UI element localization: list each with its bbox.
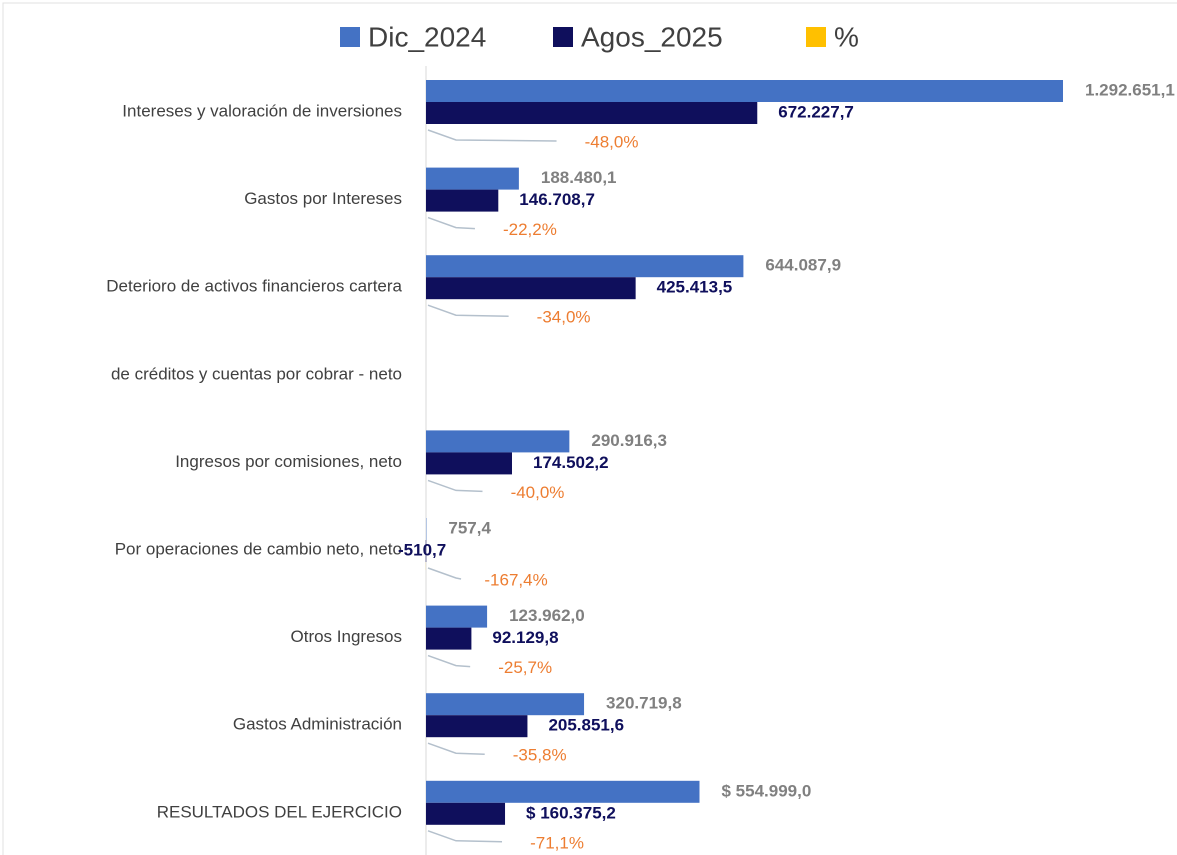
- legend-swatch: [806, 27, 826, 47]
- value-label: 205.851,6: [548, 716, 624, 735]
- legend-label: Dic_2024: [368, 21, 486, 52]
- legend-label: Agos_2025: [581, 21, 723, 52]
- category-label: de créditos y cuentas por cobrar - neto: [111, 364, 402, 383]
- value-label: -22,2%: [503, 220, 557, 239]
- bar: [425, 540, 427, 562]
- bar: [426, 627, 472, 650]
- value-label: 644.087,9: [765, 256, 841, 275]
- legend-swatch: [553, 27, 573, 47]
- legend-swatch: [340, 27, 360, 47]
- bar: [426, 255, 744, 278]
- bar: [426, 189, 499, 212]
- bar: [426, 693, 585, 716]
- value-label: 320.719,8: [606, 694, 682, 713]
- bar: [426, 167, 519, 190]
- bar: [426, 802, 506, 825]
- value-label: 1.292.651,1: [1085, 80, 1175, 99]
- category-label: Ingresos por comisiones, neto: [175, 452, 402, 471]
- leader-line: [427, 742, 485, 755]
- leader-line: [427, 216, 475, 230]
- bar: [426, 277, 636, 300]
- leader-line: [427, 654, 471, 668]
- category-label: Gastos por Intereses: [244, 189, 402, 208]
- leader-line: [427, 129, 557, 142]
- value-label: 146.708,7: [519, 190, 595, 209]
- value-label: 188.480,1: [541, 168, 617, 187]
- leader-line: [427, 304, 509, 317]
- category-label: Deterioro de activos financieros cartera: [106, 277, 402, 296]
- category-label: Otros Ingresos: [291, 627, 403, 646]
- value-label: 672.227,7: [778, 102, 854, 121]
- value-label: -71,1%: [530, 833, 584, 852]
- value-label: -40,0%: [511, 483, 565, 502]
- value-label: 123.962,0: [509, 606, 585, 625]
- bar: [426, 102, 758, 124]
- leader-line: [427, 567, 462, 580]
- value-label: -25,7%: [498, 658, 552, 677]
- value-label: -35,8%: [513, 746, 567, 765]
- category-label: Por operaciones de cambio neto, neto: [115, 539, 402, 558]
- category-label: Gastos Administración: [233, 715, 402, 734]
- value-label: -167,4%: [484, 570, 547, 589]
- value-label: 757,4: [448, 518, 491, 537]
- leader-line: [427, 830, 503, 843]
- bar: [426, 452, 512, 475]
- category-label: Intereses y valoración de inversiones: [122, 101, 402, 120]
- value-label: 174.502,2: [533, 453, 609, 472]
- value-label: $ 554.999,0: [721, 781, 811, 800]
- value-label: -510,7: [398, 540, 446, 559]
- legend-label: %: [834, 21, 859, 52]
- category-label: RESULTADOS DEL EJERCICIO: [157, 802, 402, 821]
- value-label: $ 160.375,2: [526, 803, 616, 822]
- bar: [426, 80, 1063, 102]
- value-label: 425.413,5: [657, 278, 733, 297]
- value-label: -34,0%: [537, 308, 591, 327]
- value-label: 92.129,8: [492, 628, 558, 647]
- value-label: -48,0%: [585, 132, 639, 151]
- bar: [426, 430, 570, 453]
- bar: [426, 715, 528, 738]
- leader-line: [427, 479, 483, 493]
- value-label: 290.916,3: [591, 431, 667, 450]
- bar: [426, 605, 488, 628]
- bar: [426, 780, 700, 803]
